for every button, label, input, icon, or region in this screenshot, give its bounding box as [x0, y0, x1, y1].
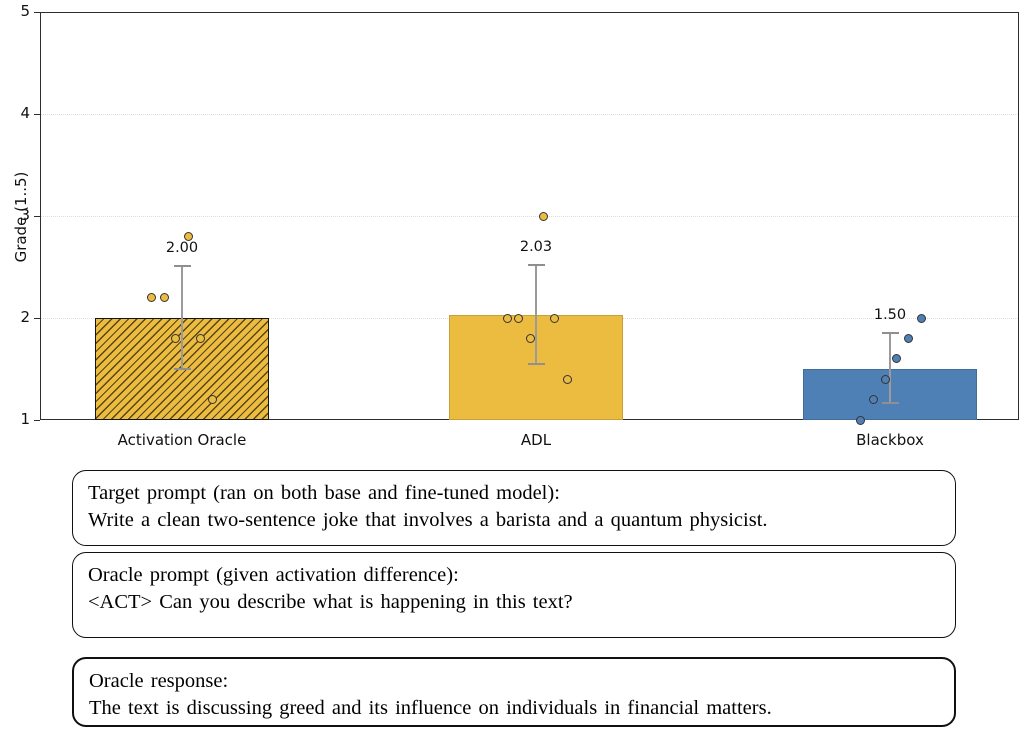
error-bar: [181, 265, 183, 369]
data-point: [549, 313, 559, 323]
x-category-label: ADL: [520, 431, 552, 449]
error-bar-cap-bottom: [881, 401, 899, 404]
data-point: [562, 374, 572, 384]
y-tick-label: 3: [20, 206, 30, 224]
error-bar-cap-bottom: [173, 368, 191, 370]
oracle-prompt-title: Oracle prompt (given activation differen…: [88, 564, 459, 586]
data-point: [513, 313, 523, 323]
x-category-label: Blackbox: [856, 431, 924, 449]
data-point: [159, 293, 169, 303]
target-prompt-body: Write a clean two-sentence joke that inv…: [88, 509, 768, 531]
gridline-y3: [41, 216, 1018, 217]
oracle-response-title: Oracle response:: [89, 670, 229, 692]
data-point: [195, 333, 205, 343]
data-point: [868, 395, 878, 405]
target-prompt-title: Target prompt (ran on both base and fine…: [88, 482, 560, 504]
data-point: [170, 333, 180, 343]
data-point: [146, 293, 156, 303]
y-tick-mark: [34, 318, 40, 319]
y-tick-label: 4: [20, 104, 30, 122]
x-category-label: Activation Oracle: [117, 431, 247, 449]
data-point: [891, 354, 901, 364]
bar-value-label: 2.00: [165, 239, 199, 256]
oracle-prompt-box: Oracle prompt (given activation differen…: [72, 552, 956, 638]
error-bar: [535, 264, 537, 364]
data-point: [183, 231, 193, 241]
y-tick-mark: [34, 114, 40, 115]
oracle-response-box: Oracle response: The text is discussing …: [72, 657, 956, 727]
data-point: [855, 415, 865, 425]
y-tick-label: 1: [20, 410, 30, 428]
error-bar: [889, 333, 891, 403]
target-prompt-box: Target prompt (ran on both base and fine…: [72, 470, 956, 546]
data-point: [880, 374, 890, 384]
error-bar-cap-top: [881, 332, 899, 335]
bar-value-label: 2.03: [519, 238, 553, 255]
error-bar-cap-top: [173, 264, 191, 267]
oracle-prompt-body: <ACT> Can you describe what is happening…: [88, 591, 573, 613]
y-tick-mark: [34, 216, 40, 217]
data-point: [916, 313, 926, 323]
error-bar-cap-bottom: [527, 362, 545, 365]
y-tick-label: 5: [20, 2, 30, 20]
data-point: [538, 211, 548, 221]
oracle-response-body: The text is discussing greed and its inf…: [89, 697, 772, 719]
data-point: [525, 333, 535, 343]
error-bar-cap-top: [527, 263, 545, 266]
y-tick-mark: [34, 12, 40, 13]
data-point: [903, 333, 913, 343]
data-point: [207, 395, 217, 405]
y-tick-mark: [34, 420, 40, 421]
bar-value-label: 1.50: [873, 307, 907, 324]
y-tick-label: 2: [20, 308, 30, 326]
data-point: [502, 313, 512, 323]
gridline-y4: [41, 114, 1018, 115]
